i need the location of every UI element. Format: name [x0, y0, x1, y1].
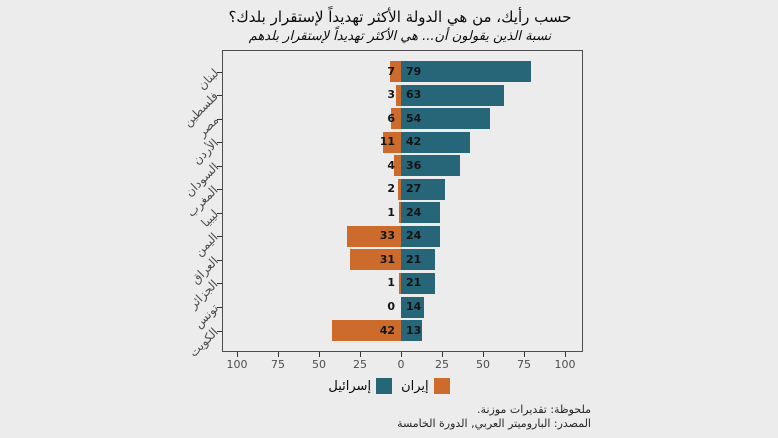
bar-value-label-israel: 21: [406, 276, 422, 289]
x-tick: [319, 352, 320, 357]
x-tick: [565, 352, 566, 357]
bar-israel: [401, 297, 424, 318]
y-tick: [217, 189, 222, 190]
bar-value-label-iran: 6: [387, 112, 395, 125]
bar-israel: [401, 108, 490, 129]
x-tick: [360, 352, 361, 357]
x-tick: [524, 352, 525, 357]
y-tick: [217, 95, 222, 96]
y-tick: [217, 331, 222, 332]
chart-title: حسب رأيك، من هي الدولة الأكثر تهديداً لإ…: [228, 8, 572, 26]
bar-israel: [401, 202, 440, 223]
bar-value-label-iran: 1: [387, 276, 395, 289]
legend-item: إيران: [401, 378, 450, 394]
x-tick-label: 75: [517, 358, 531, 371]
bar-value-label-israel: 24: [406, 229, 422, 242]
bar-value-label-iran: 7: [387, 65, 395, 78]
bar-value-label-iran: 11: [379, 135, 395, 148]
legend-label: إسرائيل: [328, 378, 372, 394]
x-tick: [483, 352, 484, 357]
x-tick-label: 25: [435, 358, 449, 371]
bar-iran: [347, 226, 401, 247]
x-tick: [278, 352, 279, 357]
legend-swatch: [376, 378, 393, 394]
bar-iran: [399, 202, 401, 223]
bar-value-label-iran: 1: [387, 206, 395, 219]
bar-iran: [391, 108, 401, 129]
bar-iran: [332, 320, 401, 341]
bar-value-label-iran: 31: [379, 253, 395, 266]
bar-value-label-iran: 42: [379, 324, 395, 337]
legend-item: إسرائيل: [328, 378, 393, 394]
bar-value-label-iran: 0: [387, 300, 395, 313]
bar-value-label-israel: 13: [406, 324, 422, 337]
y-tick: [217, 119, 222, 120]
chart-subtitle: نسبة الذين يقولون أن... هي الأكثر تهديدا…: [248, 29, 552, 44]
legend-swatch: [433, 378, 450, 394]
x-tick-label: 0: [397, 358, 405, 371]
y-axis-label: اليمن: [192, 230, 221, 259]
bar-israel: [401, 155, 460, 176]
x-tick-label: 100: [554, 358, 576, 371]
bar-value-label-iran: 33: [379, 229, 395, 242]
legend: إيران إسرائيل: [0, 378, 778, 394]
x-tick-label: 100: [226, 358, 248, 371]
bar-value-label-iran: 2: [387, 182, 395, 195]
x-tick: [442, 352, 443, 357]
legend-label: إيران: [401, 378, 429, 394]
bar-value-label-israel: 79: [406, 65, 422, 78]
bar-iran: [350, 249, 401, 270]
caption-note: ملحوظة: تقديرات موزنة.: [477, 403, 591, 416]
x-tick-label: 25: [353, 358, 367, 371]
bar-iran: [390, 61, 401, 82]
caption-source: المصدر: الباروميتر العربي, الدورة الخامس…: [397, 417, 591, 430]
bar-value-label-israel: 54: [406, 112, 422, 125]
bar-iran: [383, 132, 401, 153]
bar-israel: [401, 85, 504, 106]
y-tick: [217, 166, 222, 167]
y-axis-label: الكويت: [186, 325, 221, 360]
x-tick: [237, 352, 238, 357]
bar-israel: [401, 226, 440, 247]
y-tick: [217, 142, 222, 143]
bar-value-label-iran: 4: [387, 159, 395, 172]
bar-israel: [401, 273, 435, 294]
bar-israel: [401, 249, 435, 270]
bar-value-label-israel: 24: [406, 206, 422, 219]
y-tick: [217, 72, 222, 73]
bar-value-label-israel: 14: [406, 300, 422, 313]
x-tick-label: 50: [476, 358, 490, 371]
bar-iran: [398, 179, 401, 200]
bar-israel: [401, 132, 470, 153]
y-tick: [217, 307, 222, 308]
bar-israel: [401, 61, 531, 82]
caption: ملحوظة: تقديرات موزنة. المصدر: الباروميت…: [397, 403, 591, 431]
bar-value-label-israel: 21: [406, 253, 422, 266]
x-tick-label: 50: [312, 358, 326, 371]
bar-iran: [394, 155, 401, 176]
bar-iran: [396, 85, 401, 106]
y-axis-label: الأردن: [189, 136, 221, 168]
bar-value-label-israel: 27: [406, 182, 422, 195]
bar-israel: [401, 320, 422, 341]
y-axis-label: لبنان: [194, 66, 221, 93]
bar-israel: [401, 179, 445, 200]
x-tick-label: 75: [271, 358, 285, 371]
bar-value-label-israel: 36: [406, 159, 422, 172]
bar-value-label-israel: 42: [406, 135, 422, 148]
y-tick: [217, 260, 222, 261]
x-tick: [401, 352, 402, 357]
bar-value-label-iran: 3: [387, 88, 395, 101]
bar-iran: [399, 273, 401, 294]
y-tick: [217, 283, 222, 284]
y-tick: [217, 213, 222, 214]
y-tick: [217, 236, 222, 237]
bar-value-label-israel: 63: [406, 88, 422, 101]
